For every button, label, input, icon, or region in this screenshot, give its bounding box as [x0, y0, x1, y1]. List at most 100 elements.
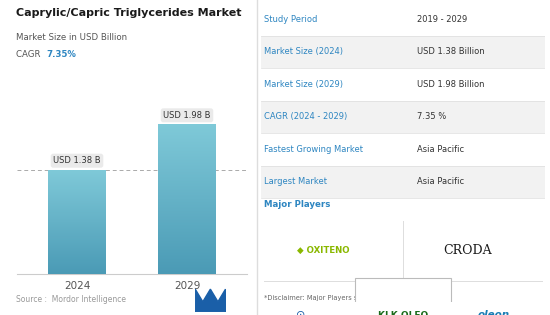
Text: 7.35 %: 7.35 % — [417, 112, 446, 121]
Bar — [48, 243, 106, 245]
Bar — [48, 235, 106, 237]
Text: Caprylic/Capric Triglycerides Market: Caprylic/Capric Triglycerides Market — [16, 8, 242, 18]
Bar — [48, 270, 106, 271]
Bar — [48, 215, 106, 217]
Bar — [158, 196, 216, 198]
Bar — [261, 36, 544, 68]
Bar — [48, 175, 106, 176]
Bar — [48, 225, 106, 226]
Bar — [158, 251, 216, 253]
Bar — [48, 188, 106, 190]
Bar — [158, 245, 216, 247]
Bar — [158, 259, 216, 261]
Bar — [48, 207, 106, 208]
Bar — [48, 266, 106, 267]
Bar — [158, 243, 216, 244]
Bar — [158, 237, 216, 238]
Bar — [158, 238, 216, 240]
Bar — [48, 180, 106, 181]
Text: CRODA: CRODA — [444, 244, 492, 257]
Bar — [158, 150, 216, 151]
Bar — [158, 147, 216, 148]
Bar — [158, 130, 216, 132]
Bar — [158, 262, 216, 264]
Text: CAGR: CAGR — [16, 50, 44, 60]
Bar — [48, 199, 106, 200]
Bar — [158, 217, 216, 219]
Bar — [158, 207, 216, 208]
Bar — [158, 205, 216, 207]
Bar — [158, 208, 216, 210]
Bar — [48, 250, 106, 251]
Bar — [158, 257, 216, 259]
Bar — [48, 192, 106, 193]
Bar — [158, 178, 216, 180]
Bar — [158, 186, 216, 187]
Bar — [48, 172, 106, 173]
Text: ⊙: ⊙ — [296, 310, 306, 315]
Bar — [48, 174, 106, 175]
Bar — [158, 269, 216, 271]
Bar — [48, 252, 106, 253]
Bar — [48, 209, 106, 210]
Bar — [158, 227, 216, 229]
Bar — [48, 248, 106, 249]
Bar — [48, 208, 106, 209]
Bar — [48, 211, 106, 213]
Bar — [48, 243, 106, 244]
Bar — [48, 266, 106, 268]
Bar — [48, 215, 106, 216]
Bar — [48, 206, 106, 207]
Bar — [48, 195, 106, 196]
Bar — [48, 169, 106, 171]
Bar — [158, 154, 216, 156]
Bar — [48, 191, 106, 192]
Text: Study Period: Study Period — [264, 15, 317, 24]
Bar — [48, 173, 106, 174]
Text: 2019 - 2029: 2019 - 2029 — [417, 15, 467, 24]
Bar — [158, 211, 216, 213]
Bar — [48, 177, 106, 178]
Bar — [48, 262, 106, 264]
Bar — [48, 236, 106, 238]
Bar — [48, 256, 106, 257]
Bar — [48, 238, 106, 240]
Bar — [158, 172, 216, 174]
Bar — [158, 198, 216, 199]
Bar — [48, 257, 106, 258]
Bar — [48, 201, 106, 202]
Bar — [48, 246, 106, 247]
Bar — [158, 221, 216, 223]
Bar — [158, 226, 216, 228]
Bar — [158, 229, 216, 231]
Bar — [48, 192, 106, 194]
Bar — [158, 219, 216, 220]
Bar — [48, 228, 106, 229]
Bar — [48, 218, 106, 219]
Bar — [48, 187, 106, 188]
Bar — [158, 192, 216, 193]
Text: Market Size (2029): Market Size (2029) — [264, 80, 343, 89]
Bar — [48, 193, 106, 195]
Bar — [48, 247, 106, 248]
Bar — [158, 189, 216, 190]
Bar — [48, 204, 106, 205]
Bar — [158, 127, 216, 129]
Bar — [48, 258, 106, 260]
Bar — [158, 261, 216, 262]
Bar — [158, 239, 216, 241]
Bar — [158, 174, 216, 175]
Bar — [48, 179, 106, 180]
Bar — [158, 268, 216, 270]
Text: Fastest Growing Market: Fastest Growing Market — [264, 145, 363, 154]
Bar — [158, 132, 216, 133]
Bar — [158, 265, 216, 266]
Bar — [158, 263, 216, 265]
Bar — [158, 180, 216, 181]
Text: Largest Market: Largest Market — [264, 177, 327, 186]
Bar — [158, 157, 216, 159]
Bar — [261, 100, 544, 133]
Bar — [158, 220, 216, 222]
Bar — [158, 184, 216, 186]
Bar — [48, 271, 106, 272]
